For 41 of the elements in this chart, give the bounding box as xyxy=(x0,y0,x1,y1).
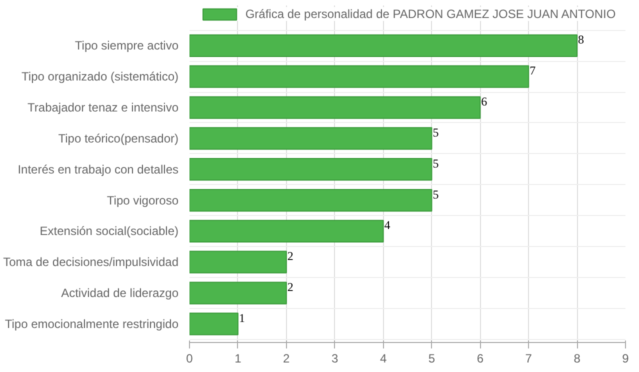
data-label: 6 xyxy=(481,94,488,109)
bar xyxy=(190,127,432,150)
x-tick-label: 6 xyxy=(476,352,484,366)
data-label: 4 xyxy=(384,218,390,232)
data-label: 5 xyxy=(432,187,439,202)
y-tick-label: Actividad de liderazgo xyxy=(61,286,179,300)
data-label: 7 xyxy=(530,64,536,78)
bar xyxy=(190,312,238,336)
y-tick-label: Interés en trabajo con detalles xyxy=(18,162,179,176)
x-tick-label: 9 xyxy=(622,352,630,366)
bar xyxy=(190,96,481,119)
legend-label: Gráfica de personalidad de PADRON GAMEZ JOSE JUAN ANTONIO xyxy=(245,7,616,21)
data-label: 2 xyxy=(287,280,294,294)
y-tick-label: Tipo teórico(pensador) xyxy=(58,131,179,146)
y-tick-label: Extensión social(sociable) xyxy=(40,224,179,238)
bar xyxy=(190,220,384,243)
x-tick-label: 4 xyxy=(380,352,387,366)
bar xyxy=(190,250,287,274)
y-tick-label: Tipo emocionalmente restringido xyxy=(4,316,179,331)
data-label: 2 xyxy=(287,249,294,264)
x-tick-label: 2 xyxy=(283,352,290,366)
x-tick-label: 0 xyxy=(186,352,194,366)
y-tick-label: Tipo organizado (sistemático) xyxy=(22,70,179,84)
y-tick-label: Tipo vigoroso xyxy=(106,193,179,208)
data-label: 5 xyxy=(432,156,439,170)
data-label: 1 xyxy=(238,310,245,325)
y-tick-label: Trabajador tenaz e intensivo xyxy=(28,100,179,115)
bar xyxy=(190,34,578,58)
y-tick-label: Toma de decisiones/impulsividad xyxy=(3,255,179,270)
x-tick-label: 5 xyxy=(428,352,436,366)
bar xyxy=(190,158,432,181)
bar xyxy=(190,188,432,212)
x-tick-label: 1 xyxy=(234,352,242,366)
bar xyxy=(190,282,287,304)
data-label: 8 xyxy=(578,32,584,47)
data-label: 5 xyxy=(432,125,439,140)
x-tick-label: 8 xyxy=(574,352,581,366)
bar xyxy=(190,65,530,88)
x-tick-label: 3 xyxy=(331,352,338,366)
x-tick-label: 7 xyxy=(525,352,532,366)
y-tick-label: Tipo siempre activo xyxy=(74,38,179,53)
